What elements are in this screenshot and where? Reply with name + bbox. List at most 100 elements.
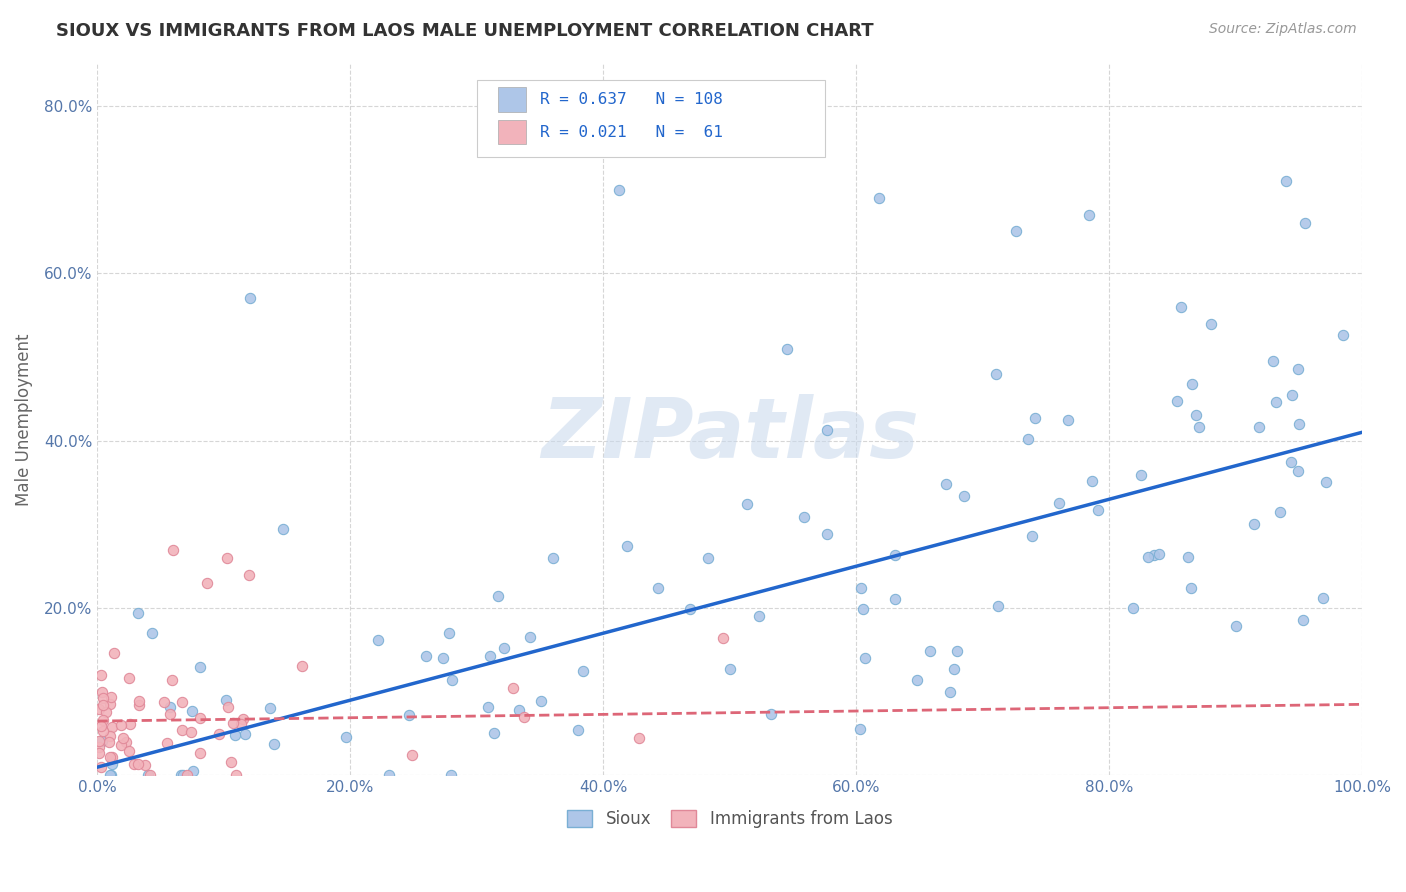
Point	[567, 723, 589, 737]
Point	[224, 729, 246, 743]
Point	[169, 768, 191, 782]
Point	[156, 736, 179, 750]
Point	[935, 477, 957, 491]
Point	[238, 567, 260, 582]
Point	[115, 735, 138, 749]
Point	[91, 698, 114, 712]
Point	[91, 733, 114, 747]
Point	[984, 367, 1007, 381]
Point	[1024, 411, 1046, 425]
Text: R = 0.637   N = 108: R = 0.637 N = 108	[540, 92, 723, 107]
Point	[1081, 474, 1104, 488]
Point	[91, 691, 114, 706]
Point	[162, 542, 184, 557]
Point	[118, 671, 141, 685]
Point	[124, 756, 146, 771]
Point	[1087, 503, 1109, 517]
Point	[215, 550, 238, 565]
Point	[1078, 208, 1101, 222]
Point	[939, 684, 962, 698]
Point	[87, 734, 110, 748]
Point	[1286, 464, 1309, 478]
Point	[101, 750, 124, 764]
Point	[759, 707, 782, 722]
Point	[711, 631, 734, 645]
Point	[1056, 412, 1078, 426]
Point	[188, 711, 211, 725]
Text: Source: ZipAtlas.com: Source: ZipAtlas.com	[1209, 22, 1357, 37]
Y-axis label: Male Unemployment: Male Unemployment	[15, 334, 32, 506]
Point	[1295, 216, 1317, 230]
Point	[215, 693, 238, 707]
Point	[748, 608, 770, 623]
Point	[217, 699, 239, 714]
Point	[943, 662, 966, 676]
Point	[134, 757, 156, 772]
Point	[432, 651, 454, 665]
Point	[100, 690, 122, 704]
Point	[508, 703, 530, 717]
Point	[607, 183, 630, 197]
Point	[482, 726, 505, 740]
Point	[90, 668, 112, 682]
Point	[1047, 496, 1070, 510]
Point	[1177, 550, 1199, 565]
Point	[1275, 174, 1298, 188]
Point	[905, 673, 928, 688]
Point	[479, 648, 502, 663]
Point	[127, 757, 149, 772]
Point	[616, 539, 638, 553]
Point	[1166, 394, 1188, 409]
Point	[1129, 467, 1152, 482]
Point	[1170, 301, 1192, 315]
FancyBboxPatch shape	[498, 120, 526, 145]
Point	[440, 673, 463, 687]
Point	[494, 641, 516, 656]
FancyBboxPatch shape	[477, 79, 824, 156]
Point	[718, 661, 741, 675]
Point	[188, 660, 211, 674]
Point	[437, 626, 460, 640]
Text: SIOUX VS IMMIGRANTS FROM LAOS MALE UNEMPLOYMENT CORRELATION CHART: SIOUX VS IMMIGRANTS FROM LAOS MALE UNEMP…	[56, 22, 875, 40]
Point	[1005, 224, 1028, 238]
Point	[1122, 600, 1144, 615]
Point	[1331, 328, 1354, 343]
Point	[176, 767, 198, 781]
Point	[367, 632, 389, 647]
Point	[488, 589, 510, 603]
Point	[172, 723, 194, 737]
Point	[1292, 613, 1315, 627]
Point	[89, 747, 111, 761]
Point	[263, 738, 285, 752]
Point	[195, 576, 218, 591]
Point	[1137, 550, 1160, 565]
Point	[415, 649, 437, 664]
Point	[221, 715, 243, 730]
Point	[678, 601, 700, 615]
Point	[98, 729, 121, 743]
Point	[572, 664, 595, 678]
Point	[1021, 529, 1043, 543]
Point	[98, 749, 121, 764]
Point	[440, 768, 463, 782]
Point	[103, 647, 125, 661]
Point	[100, 768, 122, 782]
Point	[112, 731, 135, 745]
Point	[152, 694, 174, 708]
Point	[1261, 353, 1284, 368]
Text: ZIPatlas: ZIPatlas	[541, 393, 918, 475]
Point	[1312, 591, 1334, 605]
Point	[97, 735, 120, 749]
Point	[815, 423, 838, 437]
Point	[884, 592, 907, 607]
Point	[138, 768, 160, 782]
Point	[541, 551, 564, 566]
Point	[920, 643, 942, 657]
Point	[1181, 377, 1204, 392]
Point	[1018, 432, 1040, 446]
Point	[946, 644, 969, 658]
Point	[529, 694, 551, 708]
Point	[160, 673, 183, 687]
Point	[291, 659, 314, 673]
Text: R = 0.021   N =  61: R = 0.021 N = 61	[540, 125, 723, 139]
